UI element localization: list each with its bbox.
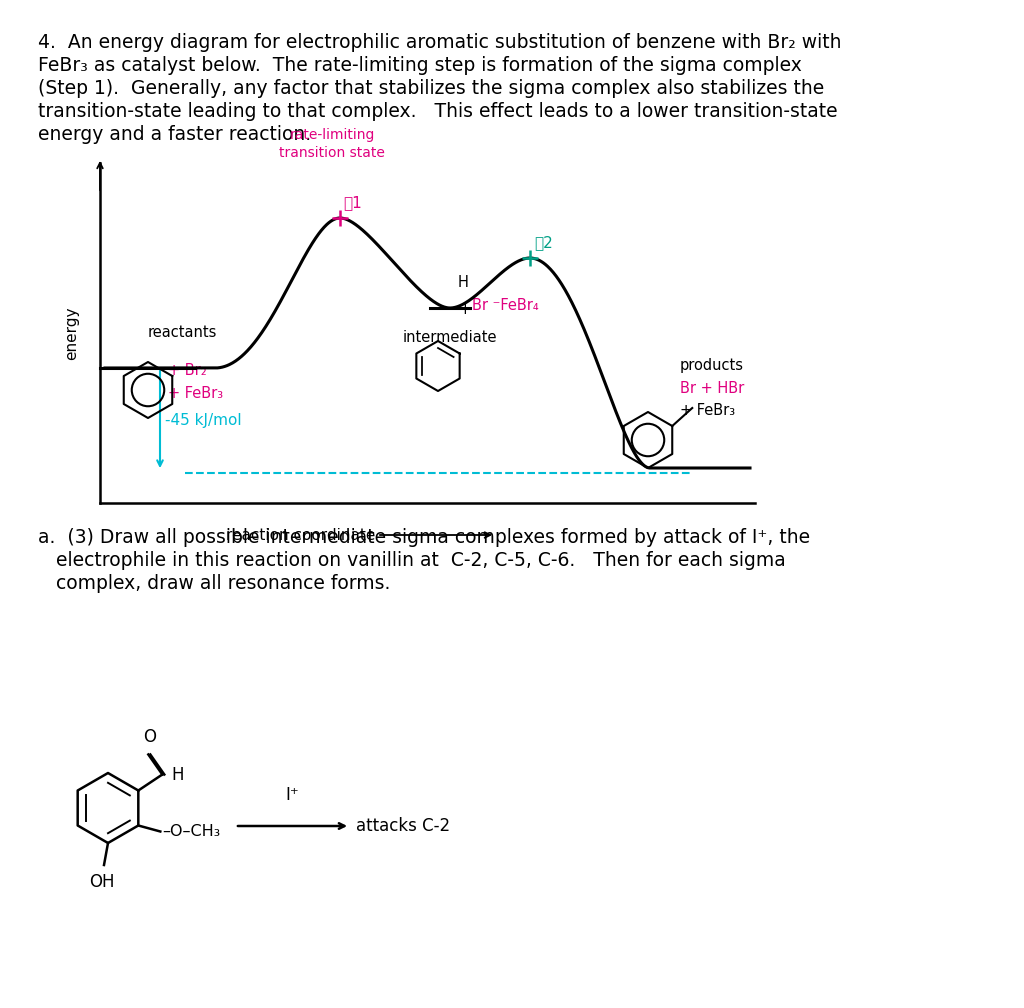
Text: energy and a faster reaction.: energy and a faster reaction. [38,125,311,144]
Text: H: H [171,765,184,783]
Text: + FeBr₃: + FeBr₃ [168,386,223,401]
Text: Br ⁻FeBr₄: Br ⁻FeBr₄ [472,298,539,313]
Text: attacks C-2: attacks C-2 [356,817,451,835]
Text: electrophile in this reaction on vanillin at  C-2, C-5, C-6.   Then for each sig: electrophile in this reaction on vanilli… [38,551,785,570]
Text: Br + HBr: Br + HBr [680,381,744,396]
Text: -45 kJ/mol: -45 kJ/mol [165,413,242,428]
Text: a.  (3) Draw all possible intermediate sigma complexes formed by attack of I⁺, t: a. (3) Draw all possible intermediate si… [38,528,810,547]
Text: O: O [142,729,156,747]
Text: transition-state leading to that complex.   This effect leads to a lower transit: transition-state leading to that complex… [38,102,838,121]
Text: ⁧1: ⁧1 [343,195,361,210]
Text: H: H [458,275,469,290]
Text: –O–CH₃: –O–CH₃ [163,824,220,839]
Text: reaction coordinate: reaction coordinate [225,527,375,542]
Text: 4.  An energy diagram for electrophilic aromatic substitution of benzene with Br: 4. An energy diagram for electrophilic a… [38,33,842,52]
Text: FeBr₃ as catalyst below.  The rate-limiting step is formation of the sigma compl: FeBr₃ as catalyst below. The rate-limiti… [38,56,802,75]
Text: complex, draw all resonance forms.: complex, draw all resonance forms. [38,574,390,593]
Text: reactants: reactants [148,325,217,340]
Text: products: products [680,358,744,373]
Text: rate-limiting
transition state: rate-limiting transition state [280,128,385,160]
Text: ⁧2: ⁧2 [534,235,553,250]
Text: intermediate: intermediate [402,330,498,345]
Text: I⁺: I⁺ [286,786,299,804]
Text: + Br₂: + Br₂ [168,363,207,378]
Text: +: + [458,302,471,318]
Text: OH: OH [89,873,115,891]
Text: + FeBr₃: + FeBr₃ [680,403,735,418]
Text: (Step 1).  Generally, any factor that stabilizes the sigma complex also stabiliz: (Step 1). Generally, any factor that sta… [38,79,824,98]
Text: energy: energy [65,306,80,360]
